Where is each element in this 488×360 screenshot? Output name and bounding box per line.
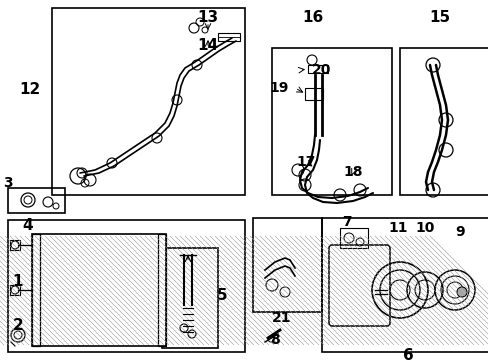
- Bar: [218, 33, 240, 41]
- FancyBboxPatch shape: [10, 240, 20, 250]
- Bar: [162, 248, 218, 348]
- Text: 4: 4: [22, 217, 33, 233]
- Bar: [271, 48, 391, 195]
- Text: 1: 1: [13, 274, 23, 289]
- Text: 21: 21: [272, 311, 291, 325]
- Bar: [32, 234, 165, 346]
- Text: 7: 7: [342, 215, 351, 229]
- Text: 8: 8: [269, 333, 279, 347]
- Bar: [52, 8, 244, 195]
- Bar: [307, 65, 327, 73]
- Bar: [339, 228, 367, 248]
- Text: 2: 2: [13, 319, 23, 333]
- Text: 15: 15: [428, 10, 449, 26]
- Text: 19: 19: [269, 81, 288, 95]
- Text: 14: 14: [197, 37, 218, 53]
- Text: 18: 18: [343, 165, 362, 179]
- Circle shape: [456, 287, 466, 297]
- FancyBboxPatch shape: [328, 245, 389, 326]
- Bar: [32, 234, 40, 346]
- Bar: [399, 48, 488, 195]
- Text: 3: 3: [3, 176, 13, 190]
- Bar: [252, 218, 321, 312]
- Text: 10: 10: [414, 221, 434, 235]
- Bar: [8, 220, 244, 352]
- Bar: [8, 188, 65, 213]
- Text: 6: 6: [402, 348, 412, 360]
- Text: 16: 16: [302, 10, 323, 26]
- Text: 12: 12: [20, 82, 41, 98]
- Text: 13: 13: [197, 10, 218, 26]
- Text: 20: 20: [312, 63, 331, 77]
- Bar: [158, 234, 165, 346]
- Bar: [305, 88, 323, 100]
- Text: 11: 11: [387, 221, 407, 235]
- FancyBboxPatch shape: [10, 285, 20, 295]
- Text: 9: 9: [454, 225, 464, 239]
- Bar: [321, 218, 488, 352]
- Text: 17: 17: [296, 155, 315, 169]
- Text: 5: 5: [216, 288, 227, 303]
